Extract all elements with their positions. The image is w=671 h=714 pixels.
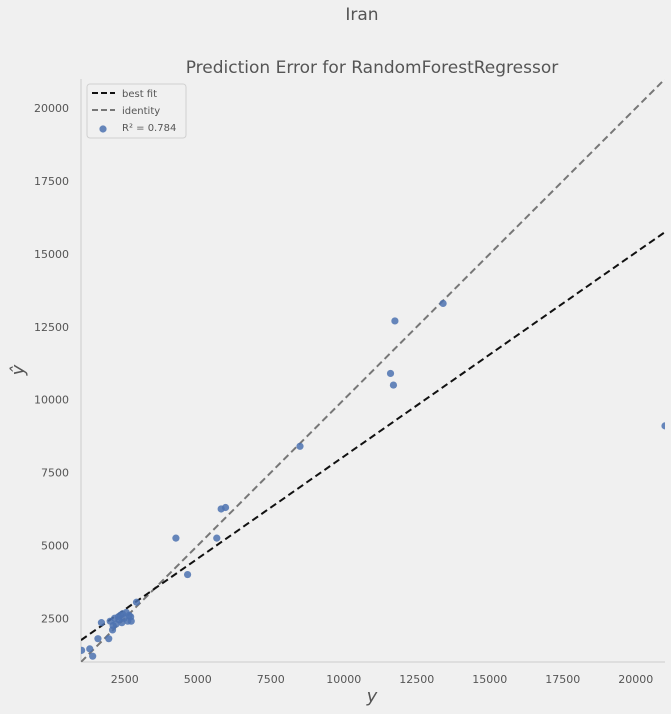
plot-area: 2500 5000 7500 10000 12500 15000 17500 20000 250…	[34, 79, 665, 686]
x-tick-label: 12500	[399, 673, 434, 686]
y-tick-label: 2500	[41, 612, 69, 625]
y-tick-label: 12500	[34, 321, 69, 334]
y-tick-label: 5000	[41, 539, 69, 552]
y-tick-label: 20000	[34, 102, 69, 115]
x-tick-label: 10000	[326, 673, 361, 686]
data-point	[389, 381, 398, 389]
x-tick-label: 20000	[618, 673, 653, 686]
x-tick-label: 17500	[545, 673, 580, 686]
legend-label-0: best fit	[122, 89, 157, 100]
data-point	[661, 422, 665, 430]
legend: best fit identity R² = 0.784	[86, 83, 187, 139]
data-point	[439, 299, 447, 308]
x-tick-label: 15000	[472, 673, 507, 686]
figure-suptitle: Iran	[345, 5, 378, 25]
y-tick-label: 15000	[34, 248, 69, 261]
x-tick-label: 2500	[111, 673, 139, 686]
identity-line	[81, 79, 665, 662]
data-point	[81, 646, 86, 654]
data-point	[221, 503, 230, 512]
legend-marker	[99, 125, 107, 133]
legend-label-1: identity	[122, 106, 160, 117]
data-point	[127, 617, 135, 625]
data-point	[94, 635, 102, 643]
best-fit-line	[81, 231, 665, 641]
chart-title: Prediction Error for RandomForestRegress…	[186, 58, 559, 78]
x-axis-label: y	[366, 686, 378, 707]
x-tick-label: 5000	[184, 673, 212, 686]
data-point	[97, 619, 106, 627]
data-point	[89, 652, 97, 660]
y-axis-label: ŷ	[8, 364, 29, 376]
data-point	[172, 534, 180, 542]
data-point	[183, 570, 192, 579]
data-point	[105, 635, 113, 643]
data-point	[391, 317, 399, 325]
x-tick-label: 7500	[257, 673, 285, 686]
data-point	[132, 598, 141, 606]
y-tick-label: 17500	[34, 175, 69, 188]
y-tick-label: 7500	[41, 467, 69, 480]
data-point	[86, 645, 94, 653]
y-tick-label: 10000	[34, 394, 69, 407]
data-point	[213, 534, 221, 542]
data-point	[296, 442, 304, 450]
data-point	[386, 369, 395, 378]
legend-label-2: R² = 0.784	[122, 123, 176, 134]
legend-box	[86, 83, 187, 139]
